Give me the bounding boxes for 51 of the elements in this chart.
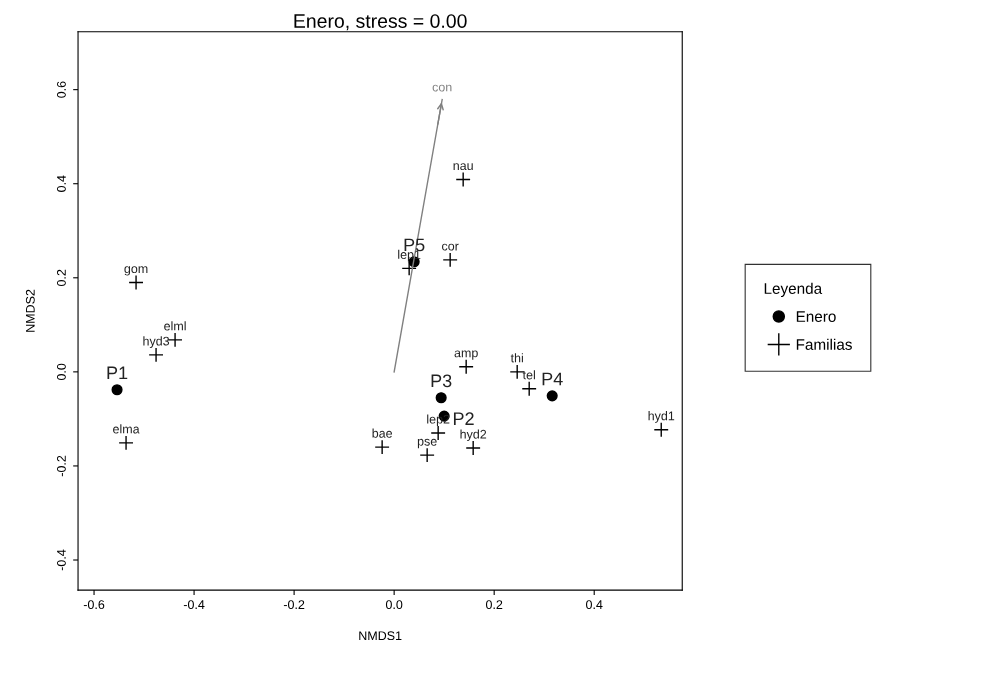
point — [374, 439, 390, 455]
x-tick-label: -0.4 — [183, 600, 205, 610]
series-label: con — [432, 84, 452, 92]
point — [435, 392, 447, 404]
annotation: gom — [124, 266, 148, 276]
y-tick-label: -0.4 — [57, 549, 66, 571]
annotation: P2 — [453, 412, 474, 425]
point — [521, 381, 537, 397]
annotation: thi — [510, 353, 523, 363]
point — [455, 171, 471, 188]
point — [111, 384, 123, 396]
point — [509, 364, 525, 380]
legend-label: Enero — [796, 311, 836, 322]
annotation: hyd3 — [143, 336, 170, 348]
y-tick-label: 0.0 — [57, 363, 66, 381]
legend-title: Leyenda — [764, 282, 823, 297]
y-axis-title: NMDS2 — [25, 289, 35, 332]
annotation: lep2 — [427, 414, 450, 427]
point — [118, 435, 134, 451]
point — [148, 347, 164, 363]
annotation: amp — [454, 350, 478, 360]
annotation: elma — [113, 424, 140, 434]
x-axis-title: NMDS1 — [359, 631, 402, 641]
annotation: pse — [417, 438, 437, 449]
annotation: tel — [522, 370, 535, 380]
annotation: P1 — [107, 366, 128, 380]
point — [546, 390, 558, 402]
chart-title: Enero, stress = 0.00 — [294, 14, 467, 31]
point — [442, 252, 458, 268]
y-tick-label: 0.2 — [57, 269, 66, 286]
annotation: elml — [164, 321, 186, 331]
point — [653, 422, 669, 438]
annotation: P4 — [542, 372, 563, 386]
x-tick-label: -0.2 — [283, 600, 305, 610]
y-tick-label: 0.4 — [57, 175, 66, 192]
annotation: hyd1 — [648, 411, 675, 423]
point — [465, 440, 481, 456]
legend-label: Familias — [796, 338, 852, 350]
annotation: hyd2 — [460, 429, 487, 442]
x-tick-label: 0.2 — [485, 600, 503, 610]
point — [458, 359, 474, 375]
annotation: nau — [453, 163, 473, 171]
point — [167, 332, 183, 348]
x-tick-label: 0.0 — [385, 600, 403, 610]
annotation: P3 — [431, 374, 452, 388]
annotation: bae — [372, 428, 393, 438]
y-tick-label: 0.6 — [57, 81, 66, 98]
annotation: cor — [442, 243, 459, 251]
y-tick-label: -0.2 — [57, 455, 66, 477]
x-tick-label: 0.4 — [586, 600, 603, 610]
x-tick-label: -0.6 — [83, 600, 105, 610]
